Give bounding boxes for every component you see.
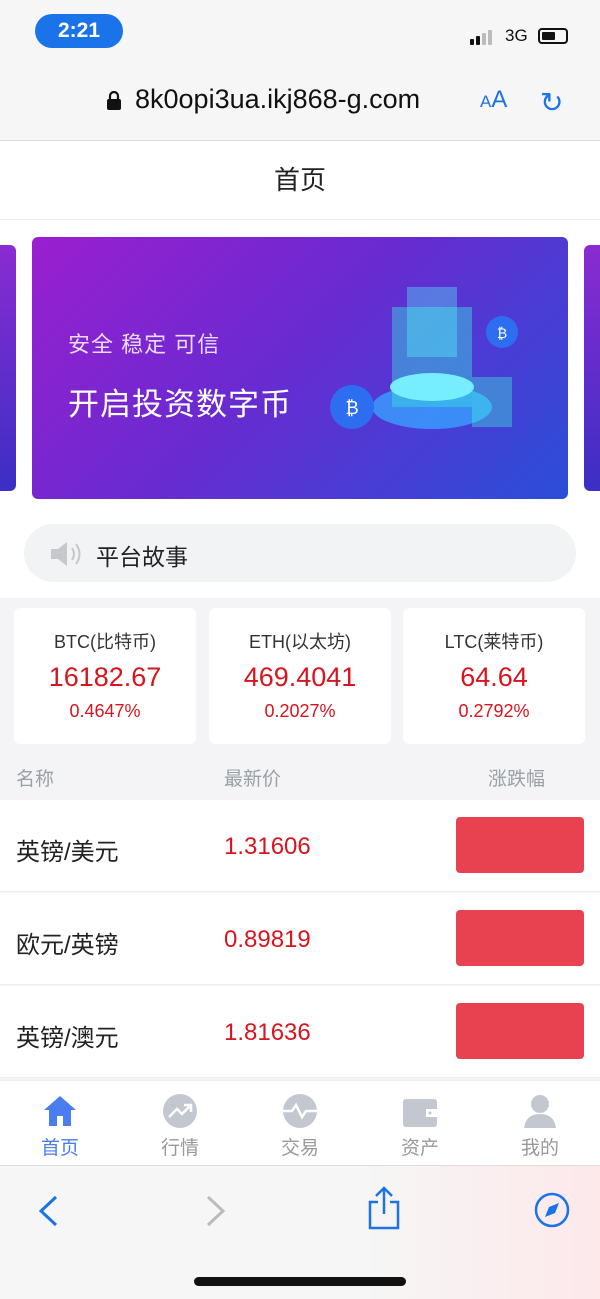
svg-text:₿: ₿ — [345, 398, 358, 418]
banner-title: 开启投资数字币 — [68, 387, 292, 422]
ticker-card-ltc[interactable]: LTC(莱特币) 64.64 0.2792% — [403, 608, 585, 744]
trend-icon — [163, 1094, 197, 1128]
pair-price: 1.31606 — [224, 833, 311, 860]
ticker-card-eth[interactable]: ETH(以太坊) 469.4041 0.2027% — [209, 608, 391, 744]
ticker-change: 0.2792% — [458, 701, 530, 721]
browser-toolbar — [0, 1166, 600, 1299]
status-time: 2:21 — [35, 14, 123, 48]
pair-name: 欧元/英镑 — [16, 932, 119, 959]
ticker-price: 16182.67 — [48, 662, 162, 692]
signal-icon — [470, 30, 492, 45]
url-text[interactable]: 8k0opi3ua.ikj868-g.com — [135, 84, 421, 114]
home-icon — [44, 1096, 76, 1126]
battery-icon — [538, 28, 568, 44]
reload-icon[interactable]: ↻ — [540, 87, 564, 118]
banner-next-peek[interactable] — [584, 245, 600, 491]
pair-price: 1.81636 — [224, 1019, 311, 1046]
tab-label: 资产 — [400, 1138, 439, 1159]
tab-label: 交易 — [280, 1138, 319, 1159]
tab-home[interactable]: 首页 — [0, 1081, 120, 1165]
share-icon[interactable] — [366, 1186, 402, 1230]
tab-market[interactable]: 行情 — [120, 1081, 240, 1165]
tab-label: 行情 — [160, 1138, 199, 1159]
ticker-price: 64.64 — [460, 662, 528, 692]
bottom-tab-bar: 首页 行情 交易 资产 我的 — [0, 1080, 600, 1166]
ticker-change: 0.2027% — [264, 701, 336, 721]
lock-icon — [107, 90, 121, 110]
ticker-name: LTC(莱特币) — [444, 632, 544, 652]
pair-name: 英镑/澳元 — [16, 1025, 119, 1052]
network-label: 3G — [505, 26, 528, 45]
announcement-bar[interactable]: 平台故事 — [24, 524, 576, 582]
banner-carousel[interactable]: 安全 稳定 可信 开启投资数字币 ₿ ₿ — [32, 237, 568, 499]
compass-icon[interactable] — [532, 1190, 572, 1230]
ticker-card-btc[interactable]: BTC(比特币) 16182.67 0.4647% — [14, 608, 196, 744]
crypto-illustration: ₿ ₿ — [330, 287, 518, 429]
text-size-button[interactable]: AA — [480, 86, 508, 113]
tab-assets[interactable]: 资产 — [360, 1081, 480, 1165]
forward-icon[interactable] — [204, 1194, 228, 1228]
tab-label: 首页 — [40, 1138, 79, 1159]
pair-price: 0.89819 — [224, 926, 311, 953]
column-header-name: 名称 — [16, 769, 55, 790]
text-size-label: A — [491, 86, 508, 113]
change-badge — [456, 910, 584, 966]
ticker-name: ETH(以太坊) — [249, 632, 351, 652]
banner-subtitle: 安全 稳定 可信 — [68, 332, 221, 357]
change-badge — [456, 817, 584, 873]
announcement-text: 平台故事 — [96, 544, 188, 570]
user-icon — [524, 1095, 556, 1128]
svg-text:₿: ₿ — [497, 325, 507, 341]
address-bar[interactable] — [0, 60, 600, 141]
tab-label: 我的 — [520, 1138, 559, 1159]
ticker-change: 0.4647% — [69, 701, 141, 721]
tab-trade[interactable]: 交易 — [240, 1081, 360, 1165]
wallet-icon — [403, 1099, 437, 1127]
ticker-name: BTC(比特币) — [54, 632, 156, 652]
pair-name: 英镑/美元 — [16, 839, 119, 866]
banner-prev-peek[interactable] — [0, 245, 16, 491]
column-header-change: 涨跌幅 — [488, 769, 546, 790]
table-row[interactable]: 英镑/美元 1.31606 — [0, 800, 600, 892]
ticker-price: 469.4041 — [243, 662, 357, 692]
column-header-price: 最新价 — [224, 769, 282, 790]
back-icon[interactable] — [36, 1194, 60, 1228]
table-row[interactable]: 英镑/澳元 1.81636 — [0, 986, 600, 1078]
change-badge — [456, 1003, 584, 1059]
trade-icon — [283, 1094, 317, 1128]
page-title: 首页 — [0, 141, 600, 220]
home-indicator — [194, 1277, 406, 1286]
tab-mine[interactable]: 我的 — [480, 1081, 600, 1165]
table-row[interactable]: 欧元/英镑 0.89819 — [0, 893, 600, 985]
speaker-icon — [51, 542, 81, 566]
